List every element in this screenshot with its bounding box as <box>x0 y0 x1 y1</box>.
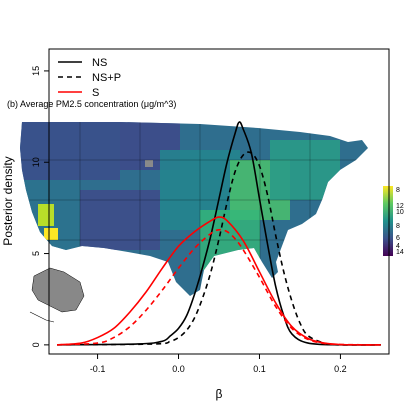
y-tick-label: 0 <box>31 342 41 347</box>
colorbar-label: 10 <box>396 209 404 216</box>
x-tick-label: 0.2 <box>334 364 347 374</box>
series-line-unlabeled-3 <box>57 228 381 346</box>
alaska-islands <box>29 311 55 323</box>
y-tick-label: 15 <box>31 66 41 76</box>
overlay-title: (b) Average PM2.5 concentration (μg/m^3) <box>7 99 176 109</box>
x-tick-label: -0.1 <box>90 364 106 374</box>
y-axis-title: Posterior density <box>1 156 15 245</box>
colorbar-label: 6 <box>396 235 400 242</box>
plot-frame <box>48 48 390 355</box>
series-line-s <box>57 216 381 346</box>
colorbar-label: 8 <box>396 223 400 230</box>
y-tick-label: 5 <box>31 251 41 256</box>
colorbar-label: 12 <box>396 203 404 210</box>
x-tick-label: 0.1 <box>253 364 266 374</box>
colorbar <box>383 186 393 256</box>
x-axis: -0.1 0.0 0.1 0.2 <box>90 354 347 374</box>
legend-label-ns: NS <box>92 57 107 69</box>
colorbar-label: 4 <box>396 243 400 250</box>
colorbar-label: 14 <box>396 249 404 256</box>
series-line-ns-p <box>57 151 381 346</box>
x-axis-title: β <box>216 387 223 401</box>
legend: NS NS+P S <box>58 57 121 99</box>
y-tick-label: 10 <box>31 157 41 167</box>
us-map-overlay: 8 12 10 8 6 4 14 (b) Average PM2.5 conce… <box>7 99 404 323</box>
colorbar-label: 8 <box>396 187 400 194</box>
series-layer <box>57 121 381 346</box>
alaska-shape <box>31 267 85 313</box>
legend-label-s: S <box>92 87 99 99</box>
legend-label-nsp: NS+P <box>92 72 121 84</box>
x-tick-label: 0.0 <box>172 364 185 374</box>
y-axis: 0 5 10 15 <box>31 66 49 347</box>
